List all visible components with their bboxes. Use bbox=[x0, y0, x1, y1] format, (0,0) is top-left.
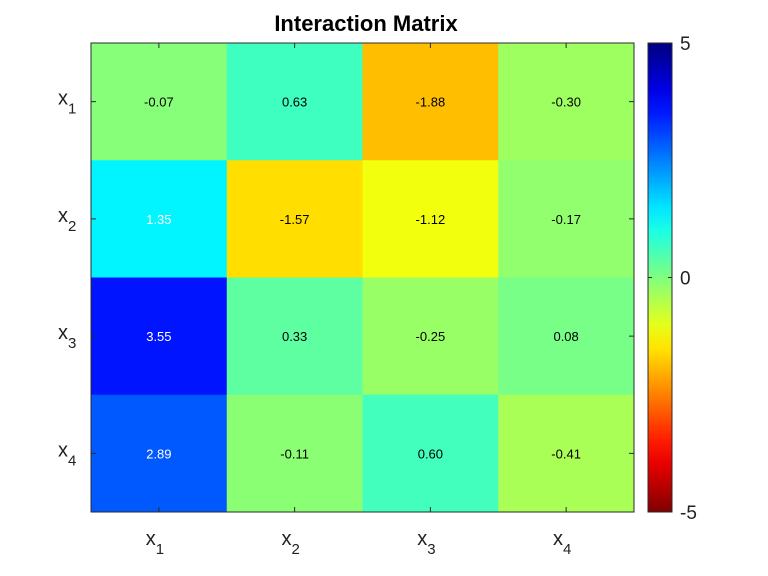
colorbar: 5 0 -5 bbox=[647, 34, 697, 524]
heatmap-cell bbox=[91, 394, 228, 513]
y-axis-labels: x1 x2 x3 x4 bbox=[58, 88, 76, 470]
heatmap-cell bbox=[91, 43, 228, 161]
cell-value-label: -0.25 bbox=[416, 329, 446, 344]
chart-title: Interaction Matrix bbox=[274, 11, 458, 36]
heatmap-cell bbox=[226, 160, 363, 278]
heatmap-cell bbox=[498, 277, 635, 396]
x-tick-label: x3 bbox=[417, 528, 435, 558]
y-tick-label: x3 bbox=[58, 322, 76, 352]
cell-value-label: 0.33 bbox=[282, 329, 307, 344]
cell-value-label: 0.60 bbox=[418, 446, 443, 461]
heatmap-cell bbox=[362, 43, 499, 161]
heatmap-cell bbox=[91, 277, 228, 396]
y-tick-label: x4 bbox=[58, 439, 76, 469]
axis-ticks bbox=[91, 43, 634, 512]
heatmap-cell bbox=[362, 160, 499, 278]
cell-value-label: 3.55 bbox=[146, 329, 171, 344]
heatmap-cell bbox=[226, 394, 363, 513]
heatmap-cell bbox=[91, 160, 228, 278]
cell-value-label: -0.17 bbox=[551, 212, 581, 227]
cell-value-label: -0.41 bbox=[551, 446, 581, 461]
heatmap-cell bbox=[362, 277, 499, 396]
plot-frame bbox=[90, 42, 635, 513]
x-axis-labels: x1 x2 x3 x4 bbox=[146, 528, 572, 558]
heatmap-cells: -0.07 0.63 -1.88 -0.30 1.35 -1.57 -1.12 -0.17 3.… bbox=[91, 43, 635, 513]
x-tick-label: x1 bbox=[146, 528, 164, 558]
cell-value-label: -0.11 bbox=[280, 446, 309, 461]
cell-value-label: 0.63 bbox=[282, 95, 307, 110]
heatmap-cell bbox=[362, 394, 499, 513]
heatmap-cell bbox=[498, 43, 635, 161]
y-tick-label: x1 bbox=[58, 88, 76, 118]
cell-value-label: 0.08 bbox=[553, 329, 578, 344]
x-tick-label: x4 bbox=[553, 528, 571, 558]
colorbar-tick-label: -5 bbox=[680, 503, 697, 524]
colorbar-tick-label: 0 bbox=[680, 269, 691, 290]
cell-value-label: -0.07 bbox=[144, 95, 174, 110]
heatmap-cell bbox=[498, 394, 635, 513]
cell-value-label: 1.35 bbox=[146, 212, 171, 227]
heatmap-cell bbox=[498, 160, 635, 278]
cell-value-label: -0.30 bbox=[551, 95, 581, 110]
heatmap-cell bbox=[226, 277, 363, 396]
colorbar-tick-label: 5 bbox=[680, 34, 691, 55]
cell-value-label: -1.12 bbox=[416, 212, 446, 227]
cell-value-label: 2.89 bbox=[146, 446, 171, 461]
cell-value-label: -1.57 bbox=[280, 212, 310, 227]
cell-value-label: -1.88 bbox=[416, 95, 446, 110]
x-tick-label: x2 bbox=[281, 528, 299, 558]
y-tick-label: x2 bbox=[58, 205, 76, 235]
heatmap-cell bbox=[226, 43, 363, 161]
